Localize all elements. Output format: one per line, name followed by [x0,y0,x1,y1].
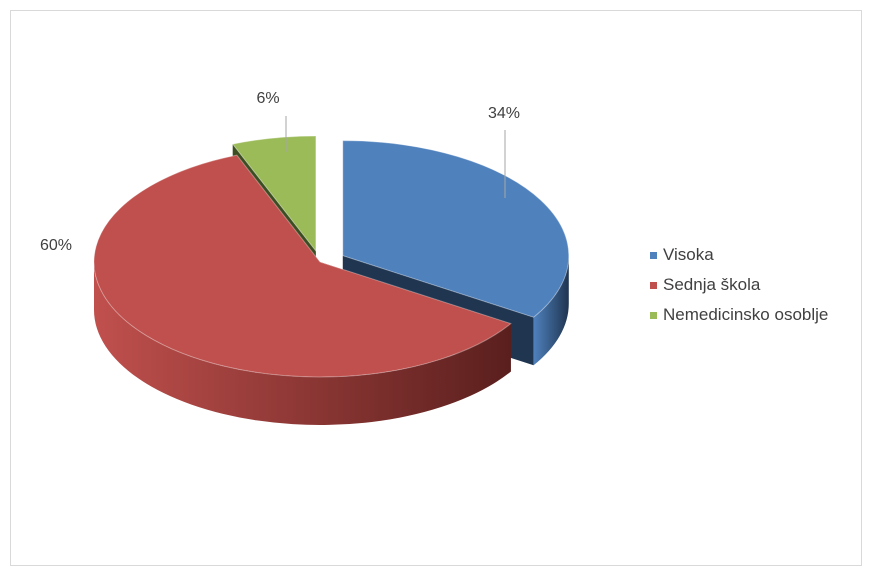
data-label-nemedicinsko-osoblje: 6% [256,90,279,107]
data-label-sednja-skola: 60% [40,237,72,254]
slice-top-sednja-skola [93,154,512,378]
data-label-visoka: 34% [488,105,520,122]
legend-label-nemedicinsko-osoblje: Nemedicinsko osoblje [663,305,829,324]
slice-side-visoka [533,255,569,366]
legend-swatch-nemedicinsko-osoblje [650,311,657,319]
slice-sednja-skola [93,154,512,425]
legend-swatch-visoka [650,251,657,259]
legend: Visoka Sednja škola Nemedicinsko osoblje [650,240,828,330]
slice-top-nemedicinsko-osoblje [231,135,317,253]
slice-side-sednja-skola [93,262,511,425]
legend-item-nemedicinsko-osoblje: Nemedicinsko osoblje [650,300,828,330]
legend-item-sednja-skola: Sednja škola [650,270,828,300]
slice-top-visoka [342,140,570,318]
legend-label-sednja-skola: Sednja škola [663,275,761,294]
legend-item-visoka: Visoka [650,240,828,270]
legend-swatch-sednja-skola [650,281,657,289]
legend-label-visoka: Visoka [663,245,714,264]
